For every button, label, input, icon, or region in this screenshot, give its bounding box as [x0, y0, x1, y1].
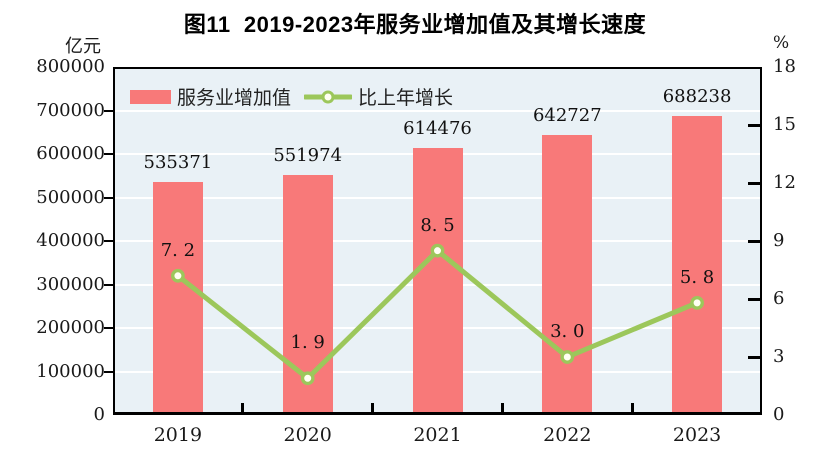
left-tick-mark	[104, 240, 113, 242]
right-axis-tick-label: 18	[773, 56, 796, 77]
bar-2021	[412, 147, 463, 415]
x-axis-label-2023: 2023	[672, 424, 722, 446]
line-marker-2020	[300, 371, 315, 386]
left-axis-tick-label: 200000	[36, 317, 105, 338]
line-value-label-2020: 1. 9	[290, 332, 325, 354]
bar-value-label-2022: 642727	[532, 105, 602, 127]
right-tick-mark	[748, 123, 760, 127]
bar-2022	[542, 135, 593, 415]
line-value-label-2019: 7. 2	[160, 239, 196, 261]
line-marker-2022	[560, 350, 575, 364]
gridline	[113, 109, 762, 112]
x-boundary-tick	[500, 403, 504, 412]
left-tick-mark	[104, 153, 113, 155]
legend-line-sample-icon	[304, 90, 353, 103]
left-tick-mark	[104, 283, 113, 286]
x-axis-label-2020: 2020	[283, 424, 332, 446]
right-axis-tick-label: 15	[773, 114, 796, 135]
left-tick-mark	[104, 196, 113, 199]
line-value-label-2023: 5. 8	[679, 266, 715, 288]
line-value-label-2022: 3. 0	[550, 321, 585, 342]
left-axis-tick-label: 400000	[36, 230, 105, 251]
plot-area	[113, 67, 762, 415]
right-axis-tick-label: 12	[773, 172, 796, 193]
chart-legend: 服务业增加值 比上年增长	[130, 83, 453, 110]
right-axis-tick-label: 0	[773, 404, 785, 425]
line-marker-2019	[171, 268, 185, 283]
legend-bar-swatch-icon	[130, 89, 171, 104]
line-value-label-2021: 8. 5	[420, 214, 455, 236]
chart-title: 图11 2019-2023年服务业增加值及其增长速度	[183, 12, 647, 37]
bar-value-label-2019: 535371	[143, 152, 213, 174]
x-axis-label-2019: 2019	[153, 424, 203, 446]
legend-bar-label: 服务业增加值	[177, 87, 292, 109]
bar-value-label-2020: 551974	[273, 144, 343, 166]
left-axis-tick-label: 0	[93, 404, 105, 425]
left-axis-tick-label: 300000	[36, 273, 105, 295]
bar-value-label-2023: 688238	[662, 85, 732, 107]
left-axis-tick-label: 800000	[36, 56, 105, 77]
bar-value-label-2021: 614476	[403, 117, 472, 139]
left-axis-tick-label: 700000	[36, 99, 105, 121]
line-marker-2021	[430, 243, 445, 258]
line-marker-2023	[690, 295, 704, 310]
x-boundary-tick	[241, 403, 245, 412]
legend-item-bar-series: 服务业增加值	[130, 83, 291, 110]
left-axis-unit-label: 亿元	[65, 36, 101, 57]
left-axis-tick-label: 100000	[36, 360, 105, 382]
right-tick-mark	[748, 355, 760, 359]
bar-2023	[672, 115, 723, 415]
left-axis-tick-label: 500000	[36, 186, 105, 208]
x-axis-label-2021: 2021	[413, 424, 462, 446]
right-tick-mark	[748, 297, 760, 301]
legend-item-line-series: 比上年增长	[304, 83, 453, 110]
x-boundary-tick	[371, 403, 375, 412]
right-axis-unit-label: %	[773, 33, 790, 53]
right-axis-tick-label: 6	[773, 288, 785, 309]
legend-line-label: 比上年增长	[358, 87, 454, 109]
left-tick-mark	[104, 327, 113, 329]
left-tick-mark	[104, 370, 113, 373]
right-axis-tick-label: 3	[773, 346, 785, 367]
right-tick-mark	[748, 239, 760, 243]
right-tick-mark	[748, 181, 760, 185]
right-axis-tick-label: 9	[773, 230, 785, 251]
bar-2019	[152, 182, 203, 415]
growth-line-path	[175, 248, 700, 381]
left-tick-mark	[104, 109, 113, 112]
x-boundary-tick	[630, 403, 634, 412]
x-axis-label-2022: 2022	[543, 424, 592, 446]
left-axis-tick-label: 600000	[36, 143, 105, 164]
growth-line-series	[171, 243, 704, 386]
